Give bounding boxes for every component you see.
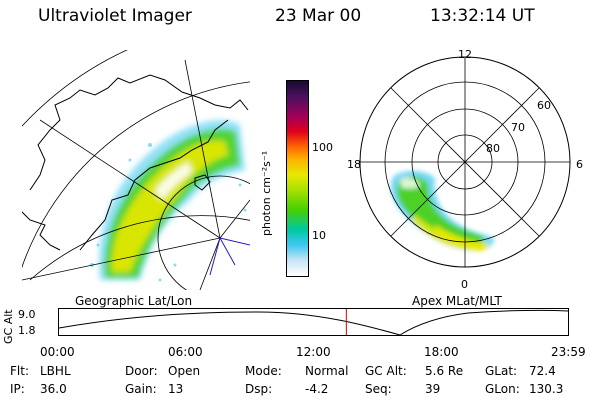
altitude-xtick-0600: 06:00: [168, 345, 203, 359]
info-key-gain: Gain:: [125, 382, 157, 396]
info-key-glat: GLat:: [485, 364, 518, 378]
altitude-ylabel: GC Alt: [2, 309, 15, 344]
info-key-glon: GLon:: [485, 382, 520, 396]
mlt-label-18: 18: [347, 158, 361, 171]
info-key-mode: Mode:: [245, 364, 282, 378]
info-key-door: Door:: [125, 364, 158, 378]
info-value-ip: 36.0: [40, 382, 67, 396]
info-value-glon: 130.3: [529, 382, 564, 396]
info-value-flt: LBHL: [40, 364, 71, 378]
mlt-caption: Apex MLat/MLT: [412, 294, 502, 308]
instrument-title: Ultraviolet Imager: [38, 6, 192, 26]
polar-mlt-panel: [359, 56, 571, 268]
info-value-gcalt: 5.6 Re: [425, 364, 464, 378]
colorbar-tick-100: 100: [312, 141, 333, 154]
mlat-label-70: 70: [511, 121, 525, 134]
info-value-gain: 13: [168, 382, 184, 396]
info-value-dsp: -4.2: [305, 382, 329, 396]
colorbar-unit-label: photon cm⁻²s⁻¹: [260, 150, 273, 236]
info-value-seq: 39: [425, 382, 441, 396]
altitude-xtick-0000: 00:00: [40, 345, 75, 359]
altitude-ytick-high: 9.0: [18, 308, 36, 321]
color-scale-bar: [286, 80, 309, 277]
altitude-plot: [58, 308, 569, 336]
mlt-label-6: 6: [576, 158, 583, 171]
altitude-ytick-low: 1.8: [18, 324, 36, 337]
mlat-label-60: 60: [537, 99, 551, 112]
info-value-mode: Normal: [305, 364, 349, 378]
geographic-caption: Geographic Lat/Lon: [75, 294, 193, 308]
info-value-glat: 72.4: [529, 364, 556, 378]
mlt-label-0: 0: [461, 278, 468, 291]
info-key-dsp: Dsp:: [245, 382, 273, 396]
altitude-xtick-1200: 12:00: [296, 345, 331, 359]
altitude-xtick-1800: 18:00: [424, 345, 459, 359]
geographic-image-panel: [22, 50, 250, 290]
mlat-label-80: 80: [486, 142, 500, 155]
mlt-label-12: 12: [458, 48, 472, 61]
altitude-xtick-2359: 23:59: [551, 345, 586, 359]
colorbar-tick-10: 10: [312, 229, 326, 242]
info-key-flt: Flt:: [10, 364, 29, 378]
info-key-ip: IP:: [10, 382, 25, 396]
observation-date: 23 Mar 00: [275, 6, 362, 26]
info-key-gcalt: GC Alt:: [365, 364, 407, 378]
info-key-seq: Seq:: [365, 382, 392, 396]
observation-time: 13:32:14 UT: [430, 6, 535, 26]
info-value-door: Open: [168, 364, 201, 378]
